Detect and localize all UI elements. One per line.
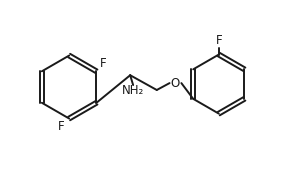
Text: O: O — [171, 77, 180, 90]
Text: NH₂: NH₂ — [122, 84, 144, 98]
Text: F: F — [58, 120, 64, 133]
Text: F: F — [100, 57, 106, 70]
Text: F: F — [216, 34, 222, 47]
